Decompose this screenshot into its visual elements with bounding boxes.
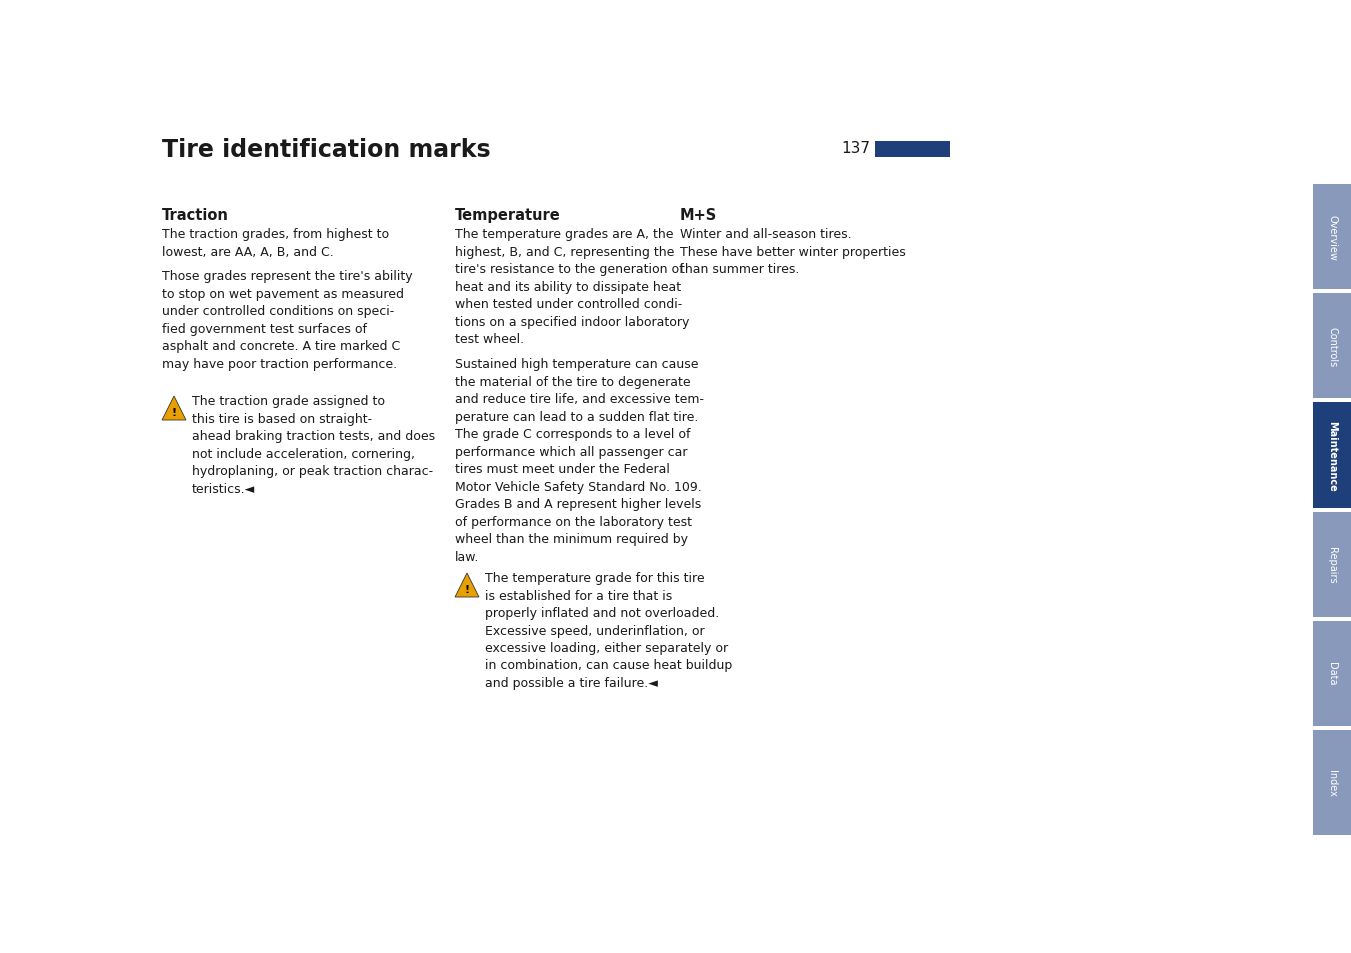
- Bar: [1313, 294, 1351, 399]
- Bar: [875, 142, 950, 158]
- Text: The traction grade assigned to
this tire is based on straight-
ahead braking tra: The traction grade assigned to this tire…: [192, 395, 435, 495]
- Text: Data: Data: [1327, 661, 1337, 685]
- Text: M+S: M+S: [680, 208, 717, 223]
- Bar: [1313, 403, 1351, 508]
- Text: The temperature grade for this tire
is established for a tire that is
properly i: The temperature grade for this tire is e…: [485, 572, 732, 689]
- Bar: [1313, 185, 1351, 290]
- Text: !: !: [172, 407, 177, 417]
- Bar: [1313, 621, 1351, 726]
- Text: !: !: [465, 584, 470, 594]
- Polygon shape: [455, 574, 480, 598]
- Text: 137: 137: [842, 140, 870, 155]
- Text: Traction: Traction: [162, 208, 228, 223]
- Text: Controls: Controls: [1327, 326, 1337, 367]
- Text: The temperature grades are A, the
highest, B, and C, representing the
tire's res: The temperature grades are A, the highes…: [455, 228, 689, 346]
- Bar: [1313, 730, 1351, 835]
- Text: Maintenance: Maintenance: [1327, 420, 1337, 491]
- Polygon shape: [162, 396, 186, 420]
- Bar: [1313, 512, 1351, 617]
- Text: Those grades represent the tire's ability
to stop on wet pavement as measured
un: Those grades represent the tire's abilit…: [162, 270, 412, 370]
- Text: Index: Index: [1327, 769, 1337, 796]
- Text: The traction grades, from highest to
lowest, are AA, A, B, and C.: The traction grades, from highest to low…: [162, 228, 389, 258]
- Text: Repairs: Repairs: [1327, 546, 1337, 583]
- Text: Tire identification marks: Tire identification marks: [162, 138, 490, 162]
- Text: Overview: Overview: [1327, 214, 1337, 260]
- Text: Winter and all-season tires.
These have better winter properties
than summer tir: Winter and all-season tires. These have …: [680, 228, 905, 275]
- Text: Sustained high temperature can cause
the material of the tire to degenerate
and : Sustained high temperature can cause the…: [455, 357, 704, 563]
- Text: Temperature: Temperature: [455, 208, 561, 223]
